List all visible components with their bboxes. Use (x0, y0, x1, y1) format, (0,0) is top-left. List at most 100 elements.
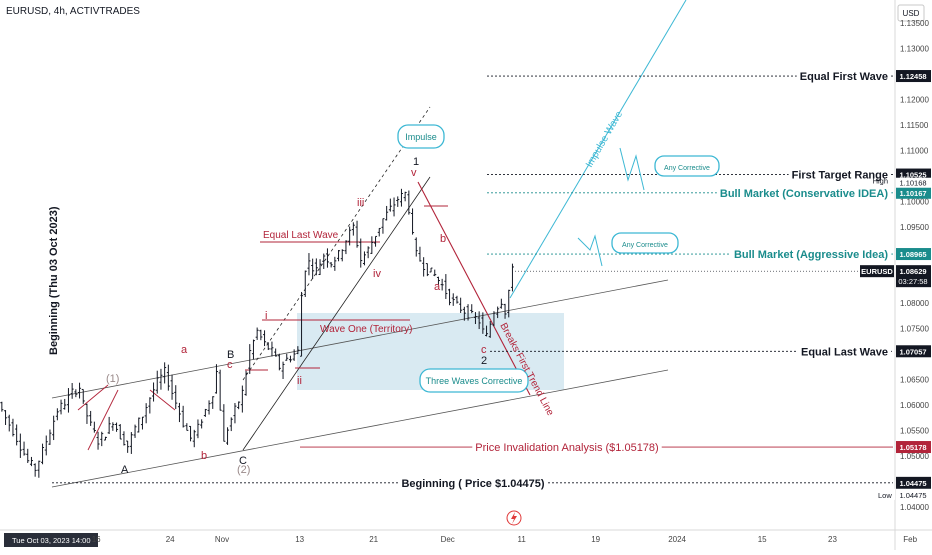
price-level-tag (896, 168, 931, 181)
wave-label-i: i (265, 310, 267, 322)
price-level-tags: 1.12458 1.10525 1.10167 1.08965 1.07057 1.051… (860, 70, 931, 500)
y-tick-label: 1.11000 (900, 146, 929, 155)
plot-area[interactable] (0, 0, 895, 530)
wave-label-A: A (121, 464, 129, 476)
wave-label-paren-1: (1) (106, 373, 119, 385)
impulse-channel-upper (242, 106, 431, 381)
x-tick-label: 19 (591, 535, 600, 544)
price-level-name-backdrop (796, 70, 891, 85)
price-level-tag (896, 186, 931, 199)
current-price-tag (896, 265, 931, 288)
low-label-box (875, 488, 895, 500)
x-axis: Tue Oct 03, 2023 14:00 16 24 Nov 13 21 Dec 11 19… (4, 533, 918, 547)
beginning-vertical-title: Beginning (Thu 03 Oct 2023) (48, 206, 60, 355)
price-bars[interactable] (0, 188, 514, 478)
wave-b-sub-a (149, 389, 176, 411)
current-price-text: 1.08629 (899, 267, 926, 276)
x-tick-label: 15 (758, 535, 767, 544)
x-tick-label: Feb (903, 535, 917, 544)
y-tick-label: 1.13000 (900, 44, 929, 53)
price-level-tag (896, 248, 931, 261)
impulse-pill[interactable]: Impulse (397, 124, 445, 149)
y-tick-label: 1.07500 (900, 325, 929, 334)
price-level-tag-text: 1.10167 (899, 189, 926, 198)
y-tick-label: 1.04000 (900, 503, 929, 512)
x-tick-label: 16 (92, 535, 101, 544)
any-corrective-pill-2[interactable]: Any Corrective (611, 232, 679, 254)
wave-label-a1: a (181, 344, 188, 356)
y-tick-label: 1.11500 (900, 121, 929, 130)
price-level-tag-text: 1.08965 (899, 250, 926, 259)
wave-label-iii: iii (357, 197, 364, 209)
low-price-text: 1.04475 (899, 491, 926, 500)
x-tick-label: 13 (295, 535, 304, 544)
symbol-header[interactable]: EURUSD, 4h, ACTIVTRADES (6, 6, 140, 17)
wave-one-territory-label: Wave One (Territory) (320, 324, 412, 335)
current-symbol-text: EURUSD (861, 267, 893, 276)
price-level-tag-text: 1.04475 (899, 479, 926, 488)
price-level-name: Equal Last Wave (801, 346, 888, 358)
current-symbol-box (860, 265, 894, 278)
x-tick-label: 24 (166, 535, 175, 544)
equal-last-wave-left-label: Equal Last Wave (263, 230, 339, 241)
y-tick-label: 1.10000 (900, 197, 929, 206)
x-tick-label: Nov (215, 535, 229, 544)
y-tick-label: 1.08000 (900, 299, 929, 308)
breaks-trend-line (417, 181, 531, 396)
y-tick-label: 1.05000 (900, 452, 929, 461)
price-level-name-backdrop (398, 476, 548, 491)
high-price-box (896, 177, 931, 188)
price-level-name: Bull Market (Aggressive Idea) (734, 249, 888, 261)
x-tick-label: Tue Oct 03, 2023 14:00 (12, 536, 91, 545)
price-level-name: First Target Range (792, 170, 888, 182)
wave-label-C: C (239, 455, 247, 467)
lightning-icon[interactable] (506, 510, 522, 526)
impulse-channel-lower (242, 176, 431, 451)
y-tick-label: 1.09500 (900, 223, 929, 232)
impulse-pill-label: Impulse (405, 132, 437, 142)
channel-upper-line (51, 279, 669, 399)
wave-label-b1: b (201, 450, 207, 462)
wave-labels: 1 2 (1) (2) A B C a b c i ii iii iv v a … (106, 156, 487, 476)
x-tick-label: 23 (828, 535, 837, 544)
price-level-tag (896, 70, 931, 83)
y-tick-label: 1.13500 (900, 19, 929, 28)
three-waves-pill[interactable]: Three Waves Corrective (419, 368, 529, 393)
wave-label-paren-2: (2) (237, 464, 250, 476)
impulse-wave-line (509, 0, 687, 299)
x-tick-label: 11 (518, 535, 527, 544)
price-level-labels: Equal First Wave First Target Range Bull M… (398, 70, 892, 491)
wave-label-v: v (411, 167, 417, 179)
price-level-tag-text: 1.05178 (899, 443, 926, 452)
any-corrective-pill-1-label: Any Corrective (664, 165, 710, 172)
wave-label-b2: b (440, 233, 446, 245)
any-corrective-pill-1[interactable]: Any Corrective (654, 155, 720, 177)
price-level-name-backdrop (797, 345, 891, 360)
wave1-sub-a (77, 384, 109, 411)
x-crosshair-box (4, 533, 98, 547)
price-level-name: Bull Market (Conservative IDEA) (720, 188, 888, 200)
high-price-text: 1.10168 (899, 179, 926, 188)
wave-label-1: 1 (413, 156, 419, 168)
price-level-tag-text: 1.07057 (899, 347, 926, 356)
price-level-name: Equal First Wave (800, 71, 888, 83)
price-level-name-backdrop (730, 248, 892, 263)
price-level-name: Beginning ( Price $1.04475) (401, 478, 544, 490)
wave-label-a2: a (434, 281, 441, 293)
wave-label-c2: c (481, 344, 487, 356)
y-tick-label: 1.06500 (900, 376, 929, 385)
price-level-name-backdrop (716, 186, 892, 201)
price-level-name-backdrop (472, 441, 662, 456)
y-tick-label: 1.12000 (900, 95, 929, 104)
price-level-tag-text: 1.10525 (899, 171, 926, 180)
price-level-tag (896, 476, 931, 489)
wave-label-2: 2 (481, 355, 487, 367)
three-waves-pill-label: Three Waves Corrective (426, 376, 523, 386)
x-tick-label: 21 (369, 535, 378, 544)
wave-label-iv: iv (373, 268, 381, 280)
zigzag-aggressive (577, 234, 603, 267)
currency-button[interactable] (897, 4, 925, 22)
price-level-name-backdrop (788, 168, 891, 183)
price-level-name: Price Invalidation Analysis ($1.05178) (475, 442, 658, 454)
